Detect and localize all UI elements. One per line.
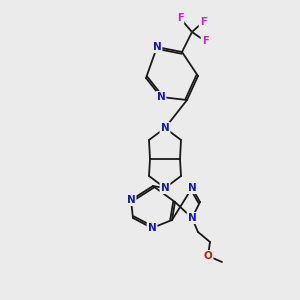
Text: N: N xyxy=(157,92,165,102)
Text: F: F xyxy=(200,17,206,27)
Text: N: N xyxy=(188,183,196,193)
Text: N: N xyxy=(188,213,196,223)
Text: F: F xyxy=(202,36,208,46)
Text: F: F xyxy=(177,13,183,23)
Text: N: N xyxy=(160,183,169,193)
Text: O: O xyxy=(204,251,212,261)
Text: N: N xyxy=(148,223,156,233)
Text: N: N xyxy=(153,42,161,52)
Text: N: N xyxy=(127,195,135,205)
Text: N: N xyxy=(160,123,169,133)
